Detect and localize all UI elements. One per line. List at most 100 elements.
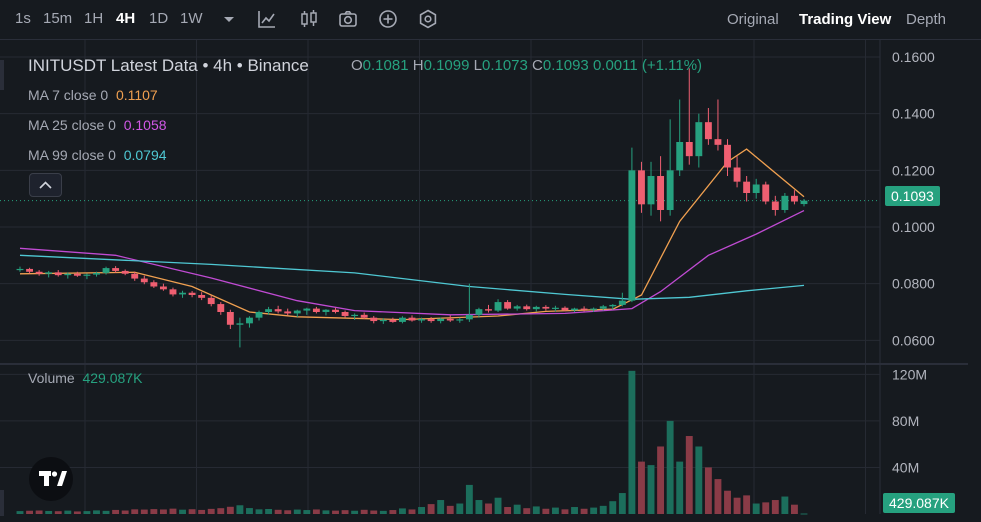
volume-bar — [159, 509, 167, 514]
candle — [695, 113, 703, 168]
candle-body — [695, 122, 703, 157]
candle-body — [685, 142, 693, 157]
candle-body — [561, 307, 569, 311]
candle — [475, 307, 483, 318]
volume-bar — [226, 506, 234, 514]
candle — [255, 310, 263, 321]
volume-bar — [704, 467, 712, 514]
timeframe-4h[interactable]: 4H — [116, 10, 136, 27]
candle — [561, 306, 569, 312]
candle — [398, 316, 406, 324]
candle-body — [207, 297, 215, 305]
change-value: 0.0011 (+1.11%) — [592, 57, 703, 74]
volume-bar — [551, 507, 559, 514]
candle — [609, 304, 617, 310]
candle-body — [379, 319, 387, 322]
ma25-legend[interactable]: MA 25 close 0 0.1058 — [28, 117, 167, 133]
ma7-legend[interactable]: MA 7 close 0 0.1107 — [28, 87, 158, 103]
view-depth-tab[interactable]: Depth — [906, 11, 947, 28]
volume-bar — [217, 508, 225, 514]
candle-type-icon[interactable] — [298, 8, 320, 30]
candle-body — [475, 309, 483, 315]
collapse-legend-button[interactable] — [29, 173, 62, 197]
ma25-value: 0.1058 — [123, 117, 167, 133]
volume-bar — [571, 507, 578, 514]
volume-bar — [609, 501, 617, 514]
volume-bar — [121, 510, 129, 514]
candle-body — [704, 122, 712, 140]
candle-body — [714, 139, 722, 145]
timeframe-1h[interactable]: 1H — [84, 10, 104, 27]
settings-icon[interactable] — [417, 8, 439, 30]
timeframe-15m[interactable]: 15m — [43, 10, 73, 27]
timeframe-1w[interactable]: 1W — [180, 10, 203, 27]
ma99-legend[interactable]: MA 99 close 0 0.0794 — [28, 147, 167, 163]
candle-body — [179, 292, 186, 295]
candle-body — [169, 289, 177, 295]
candle — [618, 292, 626, 307]
candle — [781, 193, 789, 213]
volume-bar — [351, 510, 359, 514]
volume-bar — [207, 508, 215, 514]
volume-bar — [790, 504, 798, 514]
candle — [647, 161, 655, 216]
price-tick-label: 0.1600 — [892, 49, 935, 65]
volume-legend[interactable]: Volume 429.087K — [28, 370, 142, 386]
candle — [704, 108, 712, 145]
last-price-badge: 0.1093 — [885, 186, 940, 206]
volume-tick-label: 80M — [892, 413, 919, 429]
candle-body — [762, 184, 770, 202]
candle-body — [724, 144, 731, 168]
candle — [523, 304, 531, 311]
price-chart-canvas[interactable]: 0.1600 0.1400 0.1200 0.1000 0.0800 0.0600 120M… — [0, 40, 981, 522]
volume-bar — [762, 502, 770, 514]
candle-body — [771, 201, 779, 210]
add-indicator-icon[interactable] — [377, 8, 399, 30]
candle — [341, 310, 349, 318]
candle-body — [312, 308, 320, 312]
candle-body — [398, 317, 406, 322]
timeframe-1s[interactable]: 1s — [15, 10, 31, 27]
candle-body — [494, 302, 502, 311]
line-tool-icon[interactable] — [256, 8, 278, 30]
volume-bar — [676, 461, 684, 514]
candle — [73, 271, 81, 277]
left-scroll-edge[interactable] — [0, 60, 4, 90]
volume-bar — [800, 513, 808, 515]
volume-bar — [465, 484, 473, 514]
volume-bar — [370, 510, 378, 514]
candle — [35, 270, 43, 276]
candle-body — [465, 314, 473, 320]
candle-body — [303, 308, 311, 311]
volume-bar — [112, 509, 120, 514]
candle-body — [628, 170, 636, 301]
candle — [437, 317, 445, 324]
ma-line — [19, 210, 805, 316]
moving-averages — [19, 148, 805, 321]
open-key: O — [351, 57, 363, 74]
volume-bar — [45, 510, 53, 514]
view-original-tab[interactable]: Original — [727, 11, 779, 28]
view-trading-view-tab[interactable]: Trading View — [799, 11, 892, 28]
low-value: 0.1073 — [481, 57, 528, 74]
candle — [293, 309, 301, 318]
volume-bar — [485, 503, 492, 514]
candle-body — [217, 304, 225, 312]
left-scroll-edge-lower[interactable] — [0, 490, 4, 516]
camera-icon[interactable] — [337, 8, 359, 30]
candle — [112, 266, 120, 273]
price-tick-label: 0.1400 — [892, 106, 935, 122]
candle — [217, 302, 225, 315]
candle-body — [150, 282, 158, 287]
candle — [379, 318, 387, 324]
candle — [83, 273, 91, 280]
candle — [513, 304, 521, 311]
candle-body — [551, 307, 559, 309]
candle — [131, 271, 139, 281]
timeframe-1d[interactable]: 1D — [149, 10, 169, 27]
candle — [265, 306, 273, 315]
chevron-down-icon[interactable] — [218, 8, 240, 30]
candle-body — [580, 308, 588, 310]
tradingview-logo[interactable] — [29, 457, 73, 501]
volume-bar — [446, 505, 454, 514]
